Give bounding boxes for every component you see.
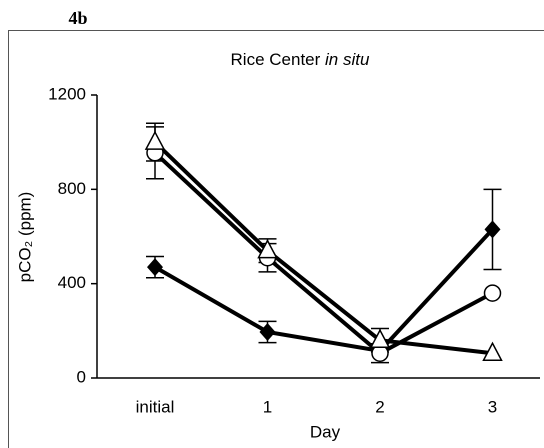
y-axis-label: pCO₂ (ppm) — [15, 192, 34, 283]
x-tick-label: 1 — [263, 397, 272, 416]
title-emphasis: in situ — [325, 50, 370, 69]
frame — [8, 30, 544, 448]
y-tick-label: 800 — [58, 179, 86, 198]
x-axis-label: Day — [310, 422, 341, 441]
series-line — [154, 228, 494, 354]
x-tick-label: 2 — [375, 397, 384, 416]
marker — [369, 328, 391, 349]
y-tick-label: 1200 — [48, 84, 86, 103]
marker — [484, 220, 501, 239]
x-tick-label: initial — [136, 397, 175, 416]
marker — [259, 323, 276, 342]
y-tick-label: 400 — [58, 273, 86, 292]
marker — [147, 258, 163, 277]
marker — [144, 130, 166, 150]
title-main: Rice Center — [231, 50, 321, 69]
series-line — [153, 151, 494, 356]
marker — [482, 341, 503, 361]
panel-label: 4b — [68, 8, 87, 28]
y-tick-label: 0 — [77, 367, 86, 386]
x-tick-label: 3 — [488, 397, 497, 416]
marker — [257, 239, 278, 259]
series-line — [153, 140, 493, 356]
marker — [483, 284, 502, 302]
chart-title: Rice Center in situ — [231, 50, 370, 69]
